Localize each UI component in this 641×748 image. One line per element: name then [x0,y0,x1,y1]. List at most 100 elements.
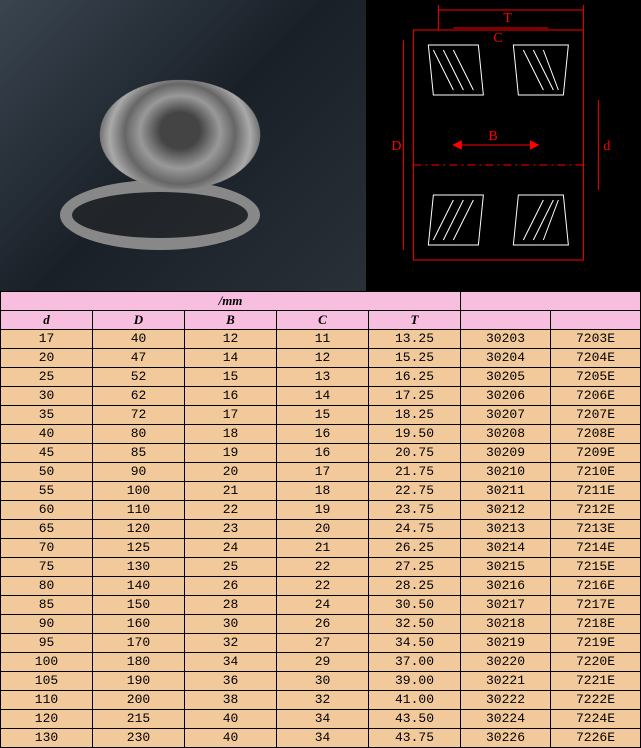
cell-p2: 7204E [551,349,641,368]
cell-p2: 7208E [551,425,641,444]
cell-p2: 7203E [551,330,641,349]
cell-C: 15 [277,406,369,425]
cell-C: 30 [277,672,369,691]
cell-B: 28 [185,596,277,615]
cell-B: 24 [185,539,277,558]
dim-B-label: B [489,129,498,144]
cell-p2: 7211E [551,482,641,501]
cell-B: 26 [185,577,277,596]
cell-D: 130 [93,558,185,577]
cell-p1: 30213 [461,520,551,539]
cell-d: 100 [1,653,93,672]
cell-T: 28.25 [369,577,461,596]
cell-B: 22 [185,501,277,520]
part-header [461,292,641,311]
cell-T: 26.25 [369,539,461,558]
cell-T: 19.50 [369,425,461,444]
cell-p1: 30214 [461,539,551,558]
table-row: 90160302632.50302187218E [1,615,641,634]
cell-D: 110 [93,501,185,520]
cell-p2: 7226E [551,729,641,748]
bearing-diagram: T C B D d [366,0,641,291]
col-header-C: C [277,311,369,330]
cell-d: 85 [1,596,93,615]
cell-B: 18 [185,425,277,444]
col-header-p1 [461,311,551,330]
cell-d: 20 [1,349,93,368]
dim-d-label: d [604,139,611,154]
cell-T: 32.50 [369,615,461,634]
cell-T: 15.25 [369,349,461,368]
cell-C: 11 [277,330,369,349]
cell-T: 41.00 [369,691,461,710]
cell-D: 120 [93,520,185,539]
table-row: 3062161417.25302067206E [1,387,641,406]
cell-C: 12 [277,349,369,368]
cell-B: 16 [185,387,277,406]
cell-B: 40 [185,710,277,729]
cell-C: 16 [277,425,369,444]
cell-B: 14 [185,349,277,368]
cell-p1: 30219 [461,634,551,653]
cell-C: 18 [277,482,369,501]
table-row: 2552151316.25302057205E [1,368,641,387]
cell-p2: 7209E [551,444,641,463]
table-header: /mm d D B C T [1,292,641,330]
cell-C: 27 [277,634,369,653]
table-row: 70125242126.25302147214E [1,539,641,558]
cell-T: 43.75 [369,729,461,748]
table-row: 1740121113.25302037203E [1,330,641,349]
cell-p1: 30211 [461,482,551,501]
cell-C: 21 [277,539,369,558]
cell-B: 25 [185,558,277,577]
cell-T: 23.75 [369,501,461,520]
cell-d: 80 [1,577,93,596]
cell-C: 22 [277,558,369,577]
cell-C: 34 [277,710,369,729]
cell-D: 47 [93,349,185,368]
cell-d: 95 [1,634,93,653]
col-header-D: D [93,311,185,330]
cell-T: 37.00 [369,653,461,672]
cell-B: 21 [185,482,277,501]
cell-B: 15 [185,368,277,387]
col-header-T: T [369,311,461,330]
cell-p1: 30206 [461,387,551,406]
col-header-B: B [185,311,277,330]
cell-D: 62 [93,387,185,406]
bearing-spec-table: /mm d D B C T 1740121113.25302037203E204… [0,291,641,748]
cell-B: 32 [185,634,277,653]
cell-d: 130 [1,729,93,748]
cell-p2: 7216E [551,577,641,596]
cell-T: 17.25 [369,387,461,406]
cell-p1: 30209 [461,444,551,463]
cell-p1: 30222 [461,691,551,710]
cell-d: 45 [1,444,93,463]
cell-B: 30 [185,615,277,634]
cell-p2: 7219E [551,634,641,653]
table-row: 4080181619.50302087208E [1,425,641,444]
cell-B: 19 [185,444,277,463]
table-row: 3572171518.25302077207E [1,406,641,425]
cell-p2: 7221E [551,672,641,691]
cell-d: 70 [1,539,93,558]
cell-d: 105 [1,672,93,691]
cell-T: 24.75 [369,520,461,539]
cell-d: 40 [1,425,93,444]
cell-D: 170 [93,634,185,653]
dim-D-label: D [392,139,402,154]
cell-d: 65 [1,520,93,539]
cell-D: 160 [93,615,185,634]
cell-p1: 30212 [461,501,551,520]
cell-p1: 30220 [461,653,551,672]
table-row: 80140262228.25302167216E [1,577,641,596]
cell-d: 30 [1,387,93,406]
cell-p2: 7224E [551,710,641,729]
bearing-photo [0,0,366,291]
cell-C: 14 [277,387,369,406]
table-row: 4585191620.75302097209E [1,444,641,463]
cell-T: 39.00 [369,672,461,691]
cell-p1: 30205 [461,368,551,387]
cell-B: 17 [185,406,277,425]
cell-p1: 30210 [461,463,551,482]
